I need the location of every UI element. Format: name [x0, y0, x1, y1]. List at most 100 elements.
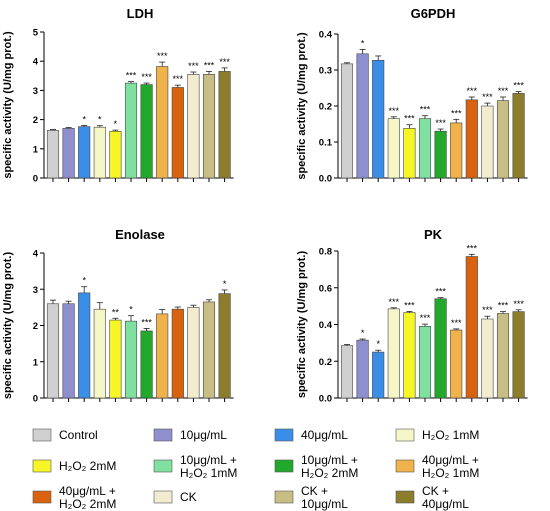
legend-label: 10μg/mL + H₂O₂ 2mM	[301, 453, 358, 480]
significance-label: ***	[451, 108, 462, 118]
legend-label: 40μg/mL + H₂O₂ 2mM	[59, 484, 116, 511]
bar	[93, 308, 106, 399]
y-tick-label: 0.8	[319, 247, 332, 258]
y-axis-label: specific activity (U/mg prot.)	[296, 251, 308, 399]
y-tick-label: 5	[33, 28, 39, 39]
bar	[109, 319, 122, 399]
significance-label: ***	[204, 60, 215, 70]
legend-item-10-g-ml-h-o-2mm: 10μg/mL + H₂O₂ 2mM	[274, 453, 358, 480]
significance-label: ***	[420, 105, 431, 115]
significance-label: ***	[389, 106, 400, 116]
legend-swatch	[274, 459, 294, 473]
legend-item-10-g-ml-h-o-1mm: 10μg/mL + H₂O₂ 1mM	[153, 453, 237, 480]
chart-title: LDH	[127, 6, 154, 21]
legend-swatch	[274, 490, 294, 504]
bar	[372, 59, 385, 179]
significance-label: ***	[404, 300, 415, 310]
bar	[512, 311, 525, 399]
y-axis-label: specific activity (U/mg prot.)	[296, 32, 308, 180]
bar	[356, 53, 369, 179]
legend-label: 10μg/mL	[180, 428, 227, 442]
bar	[218, 71, 231, 179]
significance-label: ***	[219, 57, 230, 67]
significance-label: ***	[404, 114, 415, 124]
bar	[187, 307, 200, 399]
bar	[450, 329, 463, 399]
bar	[418, 326, 432, 399]
significance-label: ***	[188, 61, 199, 71]
legend-swatch	[153, 490, 173, 504]
legend-label: CK +40μg/mL	[422, 484, 469, 511]
bar	[62, 303, 75, 399]
legend-item-h-o-1mm: H₂O₂ 1mM	[395, 428, 479, 442]
significance-label: ***	[173, 74, 184, 84]
y-tick-label: 0.0	[319, 174, 332, 185]
chart-title: PK	[424, 227, 443, 242]
legend-label: 40μg/mL	[301, 428, 348, 442]
y-tick-label: 0.4	[319, 320, 333, 331]
legend-swatch	[153, 428, 173, 442]
bar	[46, 303, 60, 399]
y-tick-label: 1	[33, 357, 39, 368]
legend: Control 10μg/mL 40μg/mL H₂O₂ 1mM H₂O₂ 2mM 10μ…	[32, 428, 479, 511]
y-tick-label: 3	[33, 86, 38, 97]
legend-swatch	[32, 428, 52, 442]
bar	[340, 345, 354, 399]
bar	[78, 292, 91, 399]
bar	[465, 99, 478, 179]
bar	[124, 320, 138, 399]
bar	[481, 318, 494, 399]
legend-label: 10μg/mL + H₂O₂ 1mM	[180, 453, 237, 480]
y-tick-label: 2	[33, 115, 38, 126]
y-tick-label: 0.2	[319, 357, 332, 368]
significance-label: *	[376, 339, 380, 349]
bar	[496, 313, 510, 399]
significance-label: *	[361, 328, 365, 338]
bar	[403, 312, 416, 399]
significance-label: *	[114, 119, 118, 129]
legend-swatch	[395, 459, 415, 473]
significance-label: ***	[467, 86, 478, 96]
bar	[46, 130, 60, 179]
chart-ldh: LDH specific activity (U/mg prot.) 0 1 2 3 4 5 *…	[2, 6, 234, 185]
bar	[372, 351, 385, 399]
bar	[140, 84, 153, 179]
bar	[78, 126, 91, 179]
bar	[187, 74, 200, 179]
significance-label: *	[129, 305, 133, 315]
legend-swatch	[32, 490, 52, 504]
bar	[202, 74, 216, 179]
bar	[140, 330, 153, 399]
y-tick-label: 0	[33, 394, 38, 405]
y-tick-label: 0.4	[319, 30, 333, 41]
y-tick-label: 0.3	[319, 66, 332, 77]
significance-label: *	[223, 279, 227, 289]
significance-label: ***	[157, 51, 168, 61]
significance-label: ***	[482, 92, 493, 102]
y-tick-label: 0.0	[319, 394, 332, 405]
significance-label: ***	[141, 72, 152, 82]
bar	[202, 301, 216, 399]
significance-label: ***	[435, 118, 446, 128]
significance-label: ***	[513, 299, 524, 309]
significance-label: ***	[498, 301, 509, 311]
bar	[481, 105, 494, 179]
significance-label: ***	[435, 287, 446, 297]
bar	[156, 66, 169, 179]
legend-label: CK	[180, 490, 197, 504]
legend-swatch	[32, 459, 52, 473]
bar	[434, 298, 447, 399]
bar	[171, 87, 184, 179]
significance-label: ***	[482, 305, 493, 315]
significance-label: *	[82, 276, 86, 286]
y-axis-label: specific activity (U/mg prot.)	[2, 31, 14, 179]
legend-label: 40μg/mL + H₂O₂ 1mM	[422, 453, 479, 480]
bar	[512, 93, 525, 179]
legend-swatch	[274, 428, 294, 442]
y-tick-label: 3	[33, 285, 38, 296]
legend-label: CK +10μg/mL	[301, 484, 348, 511]
legend-swatch	[395, 490, 415, 504]
chart-g6pdh: G6PDH specific activity (U/mg prot.) 0.0 0.…	[296, 6, 528, 185]
legend-label: H₂O₂ 2mM	[59, 459, 116, 473]
